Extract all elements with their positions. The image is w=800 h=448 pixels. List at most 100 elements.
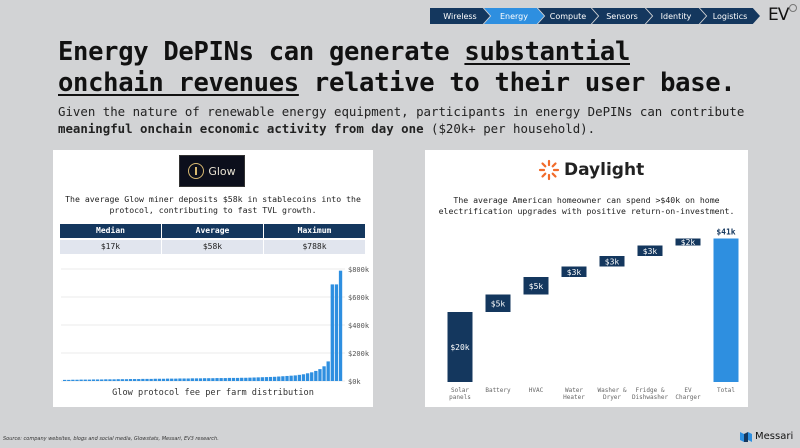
glow-bar <box>83 379 87 381</box>
glow-bar <box>178 378 182 381</box>
glow-bar <box>161 378 166 381</box>
waterfall-bar <box>637 245 663 256</box>
glow-bar <box>277 376 281 381</box>
glow-bar <box>330 284 334 381</box>
glow-bar <box>112 379 116 381</box>
stats-header-median: Median <box>60 224 162 238</box>
glow-bar <box>252 377 256 381</box>
waterfall-value-label: $3k <box>567 268 582 277</box>
daylight-panel: Daylight The average American homeowner … <box>425 150 748 407</box>
messari-text: Messari <box>755 431 794 442</box>
daylight-logo-text: Daylight <box>564 160 645 180</box>
glow-bar <box>141 378 145 381</box>
stats-header-maximum: Maximum <box>264 224 366 238</box>
waterfall-value-label: $3k <box>605 257 620 266</box>
glow-bar <box>157 378 162 381</box>
glow-bar <box>67 379 71 381</box>
glow-bar <box>63 379 67 381</box>
stats-value-maximum: $788k <box>264 240 366 254</box>
nav-item-identity[interactable]: Identity <box>646 8 706 24</box>
waterfall-category-label: Washer & Dryer <box>598 387 627 401</box>
glow-bar <box>268 376 273 381</box>
glow-bar <box>153 378 157 381</box>
nav-item-logistics[interactable]: Logistics <box>700 8 760 24</box>
section-breadcrumb: Wireless Energy Compute Sensors Identity… <box>430 8 760 24</box>
page-subtitle: Given the nature of renewable energy equ… <box>58 103 778 137</box>
glow-bar <box>91 379 96 381</box>
glow-bar <box>235 377 240 381</box>
y-tick-label: $400k <box>348 322 370 330</box>
messari-logo: Messari <box>740 431 793 442</box>
glow-bar <box>219 378 223 381</box>
glow-bar <box>256 377 260 381</box>
waterfall-category-label: Battery <box>485 387 511 394</box>
glow-bar <box>203 378 207 381</box>
glow-bar <box>223 378 227 381</box>
glow-bar <box>322 366 326 381</box>
glow-bar <box>149 378 153 381</box>
ev-logo: EV <box>768 4 797 25</box>
waterfall-bar <box>599 256 625 267</box>
nav-item-sensors[interactable]: Sensors <box>592 8 652 24</box>
ev-logo-mark-icon <box>789 4 797 12</box>
glow-fee-distribution-chart: $0k $200k $400k $600k $800k <box>61 266 370 386</box>
source-note: Source: company websites, blogs and soci… <box>3 436 219 442</box>
glow-bar <box>137 379 141 381</box>
glow-bar <box>75 379 79 381</box>
glow-bar <box>289 375 293 381</box>
waterfall-category-label: HVAC <box>529 387 544 394</box>
glow-bar <box>128 379 133 381</box>
title-underline2: onchain revenues <box>58 68 299 98</box>
glow-bar <box>133 379 137 381</box>
y-tick-label: $0k <box>348 378 361 386</box>
waterfall-value-label: $5k <box>491 299 506 308</box>
glow-bar <box>310 372 314 381</box>
nav-item-wireless[interactable]: Wireless <box>430 8 490 24</box>
glow-panel: Glow The average Glow miner deposits $58… <box>53 150 373 407</box>
glow-bar <box>182 378 186 381</box>
glow-bar <box>338 270 343 381</box>
page-title: Energy DePINs can generate substantial o… <box>58 37 798 99</box>
title-underline1: substantial <box>464 37 630 67</box>
glow-bar <box>120 379 124 381</box>
glow-bar <box>285 375 289 381</box>
glow-bar <box>211 378 215 381</box>
glow-bar <box>186 378 190 381</box>
glow-bar <box>227 377 232 381</box>
title-part2: relative to their user base. <box>298 68 736 98</box>
y-tick-label: $200k <box>348 350 370 358</box>
glow-bar <box>174 378 178 381</box>
daylight-description: The average American homeowner can spend… <box>438 195 735 216</box>
glow-bar <box>170 378 174 381</box>
nav-item-energy[interactable]: Energy <box>484 8 544 24</box>
glow-bar <box>215 378 219 381</box>
waterfall-bar <box>713 238 739 382</box>
waterfall-bar <box>523 277 549 295</box>
title-part1: Energy DePINs can generate <box>58 37 465 67</box>
stats-header-average: Average <box>162 224 264 238</box>
glow-bar <box>281 376 285 381</box>
waterfall-bar <box>675 238 701 246</box>
waterfall-category-label: Fridge & Dishwasher <box>632 387 669 401</box>
waterfall-bar <box>447 312 473 382</box>
waterfall-category-label: Total <box>717 387 735 394</box>
waterfall-category-label: Water Heater <box>563 387 585 401</box>
glow-bar <box>79 379 83 381</box>
glow-bar <box>165 378 170 381</box>
glow-bar <box>108 379 112 381</box>
daylight-sun-icon <box>538 159 560 181</box>
stats-value-average: $58k <box>162 240 264 254</box>
glow-bar <box>326 361 330 381</box>
daylight-waterfall-chart: $20k Solar panels $5k Battery $5k HVAC $3k Water… <box>447 228 739 401</box>
glow-bar <box>293 375 297 381</box>
glow-bar <box>264 377 269 381</box>
waterfall-value-label: $2k <box>681 238 696 247</box>
glow-chart-caption: Glow protocol fee per farm distribution <box>112 388 314 398</box>
glow-bar <box>318 369 322 381</box>
waterfall-category-label: EV Charger <box>675 387 701 401</box>
glow-bar <box>198 378 203 381</box>
nav-item-compute[interactable]: Compute <box>538 8 598 24</box>
waterfall-value-label: $41k <box>716 228 735 237</box>
glow-bar <box>104 379 108 381</box>
glow-bar <box>260 377 264 381</box>
